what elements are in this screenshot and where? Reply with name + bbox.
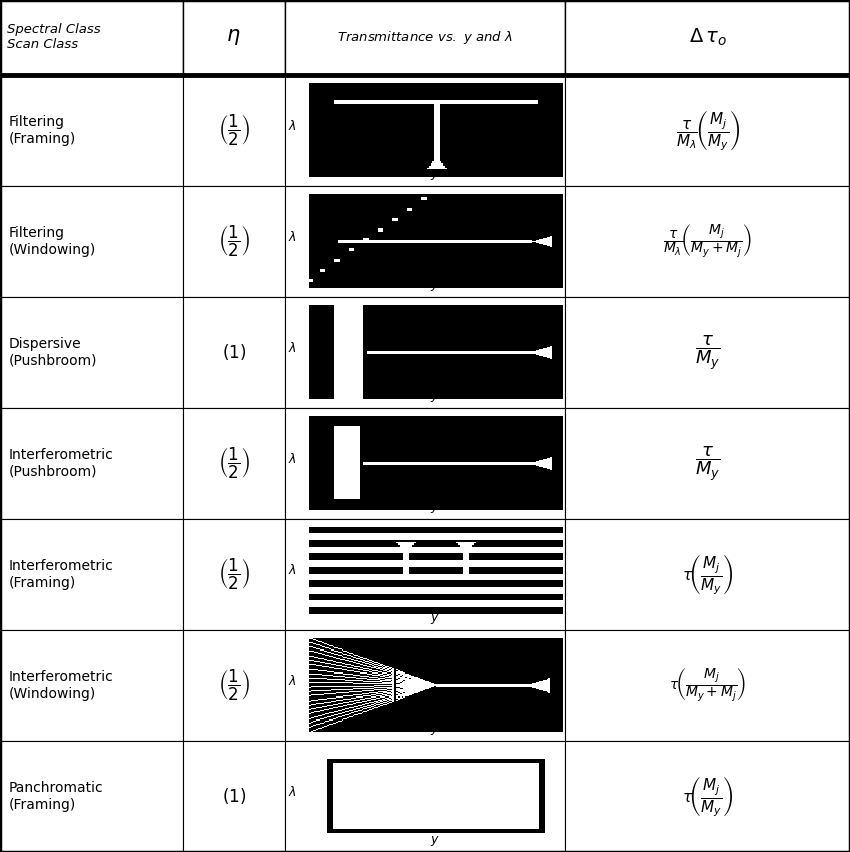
Text: $\mathit{Transmittance\ vs.\ y\ and\ \lambda}$: $\mathit{Transmittance\ vs.\ y\ and\ \la… — [337, 29, 513, 46]
Text: $\tau\!\left(\dfrac{M_j}{M_y}\right)$: $\tau\!\left(\dfrac{M_j}{M_y}\right)$ — [682, 552, 734, 597]
Bar — [565, 408, 850, 519]
Bar — [183, 0, 285, 75]
Text: $\lambda$: $\lambda$ — [288, 785, 297, 799]
Bar — [285, 519, 565, 630]
Text: $(1)$: $(1)$ — [222, 343, 246, 362]
Bar — [183, 408, 285, 519]
Bar — [565, 0, 850, 75]
Bar — [285, 408, 565, 519]
Text: $\left(\dfrac{1}{2}\right)$: $\left(\dfrac{1}{2}\right)$ — [218, 446, 250, 481]
Text: $\dfrac{\tau}{M_\lambda}\!\left(\dfrac{M_j}{M_y}\right)$: $\dfrac{\tau}{M_\lambda}\!\left(\dfrac{M… — [676, 108, 740, 153]
Bar — [285, 297, 565, 408]
Bar — [0, 408, 183, 519]
Bar — [285, 741, 565, 852]
Text: $\dfrac{\tau}{M_\lambda}\!\left(\dfrac{M_j}{M_y+M_j}\right)$: $\dfrac{\tau}{M_\lambda}\!\left(\dfrac{M… — [663, 223, 752, 260]
Text: Dispersive
(Pushbroom): Dispersive (Pushbroom) — [8, 337, 97, 367]
Text: $\left(\dfrac{1}{2}\right)$: $\left(\dfrac{1}{2}\right)$ — [218, 112, 250, 148]
Bar — [565, 297, 850, 408]
Bar — [565, 186, 850, 297]
Bar — [0, 186, 183, 297]
Bar — [0, 75, 183, 186]
Bar — [565, 741, 850, 852]
Text: Interferometric
(Pushbroom): Interferometric (Pushbroom) — [8, 448, 113, 479]
Text: Spectral Class
Scan Class: Spectral Class Scan Class — [7, 24, 100, 51]
Text: $\left(\dfrac{1}{2}\right)$: $\left(\dfrac{1}{2}\right)$ — [218, 557, 250, 592]
Text: Filtering
(Framing): Filtering (Framing) — [8, 115, 76, 146]
Bar — [0, 630, 183, 741]
Text: $\Delta\,\tau_o$: $\Delta\,\tau_o$ — [688, 26, 727, 48]
Text: $y$: $y$ — [430, 501, 440, 515]
Bar — [565, 75, 850, 186]
Text: $(1)$: $(1)$ — [222, 786, 246, 807]
Bar — [183, 630, 285, 741]
Text: $\dfrac{\tau}{M_y}$: $\dfrac{\tau}{M_y}$ — [695, 444, 720, 483]
Bar — [0, 297, 183, 408]
Text: $\left(\dfrac{1}{2}\right)$: $\left(\dfrac{1}{2}\right)$ — [218, 668, 250, 703]
Bar — [0, 0, 183, 75]
Text: Panchromatic
(Framing): Panchromatic (Framing) — [8, 781, 103, 812]
Text: $\tau\!\left(\dfrac{M_j}{M_y+M_j}\right)$: $\tau\!\left(\dfrac{M_j}{M_y+M_j}\right)… — [669, 667, 746, 704]
Bar — [285, 0, 565, 75]
Bar — [285, 186, 565, 297]
Bar — [0, 519, 183, 630]
Bar — [183, 741, 285, 852]
Text: Interferometric
(Windowing): Interferometric (Windowing) — [8, 671, 113, 700]
Text: $\eta$: $\eta$ — [226, 27, 241, 48]
Text: $\dfrac{\tau}{M_y}$: $\dfrac{\tau}{M_y}$ — [695, 333, 720, 372]
Bar — [0, 741, 183, 852]
Text: $\lambda$: $\lambda$ — [288, 563, 297, 577]
Text: $y$: $y$ — [430, 168, 440, 181]
Text: $\left(\dfrac{1}{2}\right)$: $\left(\dfrac{1}{2}\right)$ — [218, 224, 250, 259]
Bar — [285, 75, 565, 186]
Text: $y$: $y$ — [430, 722, 440, 737]
Text: Filtering
(Windowing): Filtering (Windowing) — [8, 227, 96, 256]
Bar — [565, 630, 850, 741]
Text: $\lambda$: $\lambda$ — [288, 674, 297, 688]
Text: $y$: $y$ — [430, 612, 440, 625]
Bar — [285, 630, 565, 741]
Bar — [183, 186, 285, 297]
Text: $y$: $y$ — [430, 279, 440, 293]
Bar — [565, 519, 850, 630]
Text: $\tau\!\left(\dfrac{M_j}{M_y}\right)$: $\tau\!\left(\dfrac{M_j}{M_y}\right)$ — [682, 774, 734, 819]
Text: $y$: $y$ — [430, 389, 440, 404]
Text: $\lambda$: $\lambda$ — [288, 341, 297, 355]
Text: $\lambda$: $\lambda$ — [288, 119, 297, 133]
Text: $\lambda$: $\lambda$ — [288, 230, 297, 244]
Text: Interferometric
(Framing): Interferometric (Framing) — [8, 560, 113, 590]
Bar — [183, 75, 285, 186]
Bar — [183, 519, 285, 630]
Text: $\lambda$: $\lambda$ — [288, 452, 297, 466]
Bar — [183, 297, 285, 408]
Text: $y$: $y$ — [430, 834, 440, 848]
